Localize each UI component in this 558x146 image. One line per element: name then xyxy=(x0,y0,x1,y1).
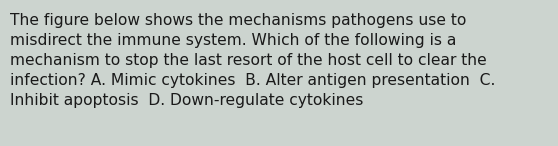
Text: The figure below shows the mechanisms pathogens use to
misdirect the immune syst: The figure below shows the mechanisms pa… xyxy=(10,13,496,108)
